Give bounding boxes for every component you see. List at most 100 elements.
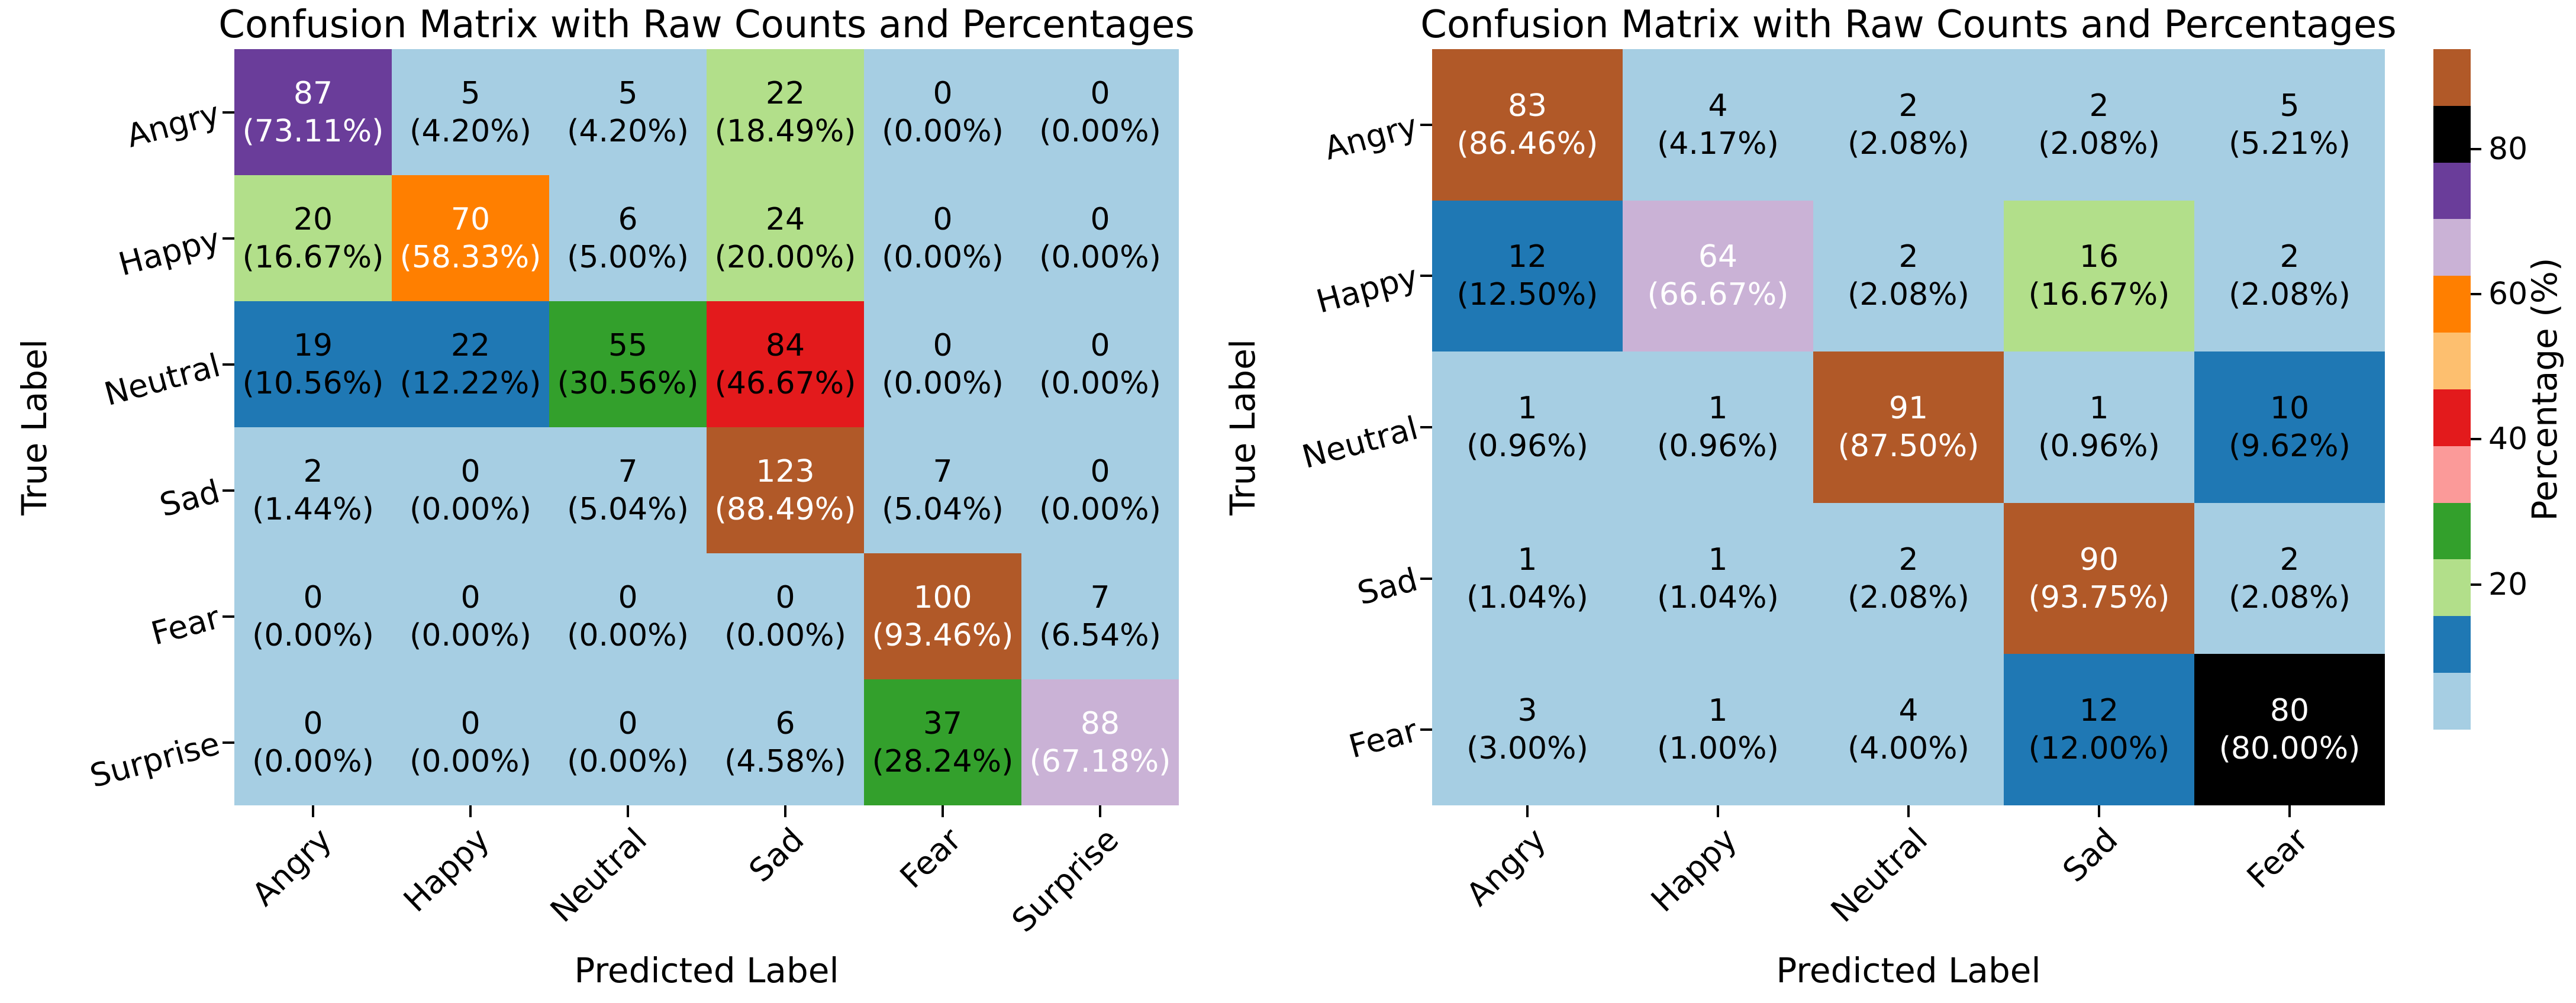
x-tick-label: Neutral [1823, 821, 1935, 930]
cell-count: 0 [460, 705, 481, 741]
cell-count: 100 [913, 579, 972, 615]
cell-percentage: (2.08%) [1848, 277, 1969, 313]
cell-percentage: (0.00%) [1039, 491, 1161, 527]
cell-percentage: (10.56%) [242, 365, 384, 401]
cell-count: 7 [618, 453, 638, 489]
cell-count: 4 [1898, 693, 1919, 729]
y-tick-label: Fear [147, 598, 224, 653]
right-y-axis-label: True Label [1223, 338, 1263, 516]
colorbar-segment [2433, 389, 2471, 446]
matrix-cell: 1 (0.96%) [1623, 351, 1813, 503]
x-tick-label: Happy [396, 821, 496, 920]
x-tick-label: Sad [2055, 821, 2125, 889]
y-tick-label: Neutral [1298, 409, 1422, 476]
x-tick-mark [2098, 805, 2100, 817]
cell-count: 1 [1708, 390, 1728, 426]
y-tick-mark [1420, 728, 1432, 731]
matrix-cell: 123 (88.49%) [707, 427, 864, 553]
right-x-axis-label: Predicted Label [1776, 950, 2041, 991]
matrix-cell: 0 (0.00%) [1021, 49, 1179, 175]
cell-count: 0 [1090, 453, 1110, 489]
cell-percentage: (6.54%) [1039, 617, 1161, 653]
cell-percentage: (5.00%) [567, 239, 689, 275]
cell-count: 0 [303, 705, 323, 741]
matrix-cell: 55 (30.56%) [549, 301, 707, 427]
cell-percentage: (5.04%) [567, 491, 689, 527]
x-tick-mark [2288, 805, 2291, 817]
y-tick-label: Angry [122, 94, 224, 155]
y-tick-mark [223, 363, 234, 366]
cell-percentage: (0.96%) [1466, 428, 1588, 464]
cell-count: 0 [618, 579, 638, 615]
y-tick-label: Happy [1312, 257, 1422, 321]
matrix-cell: 100 (93.46%) [864, 553, 1021, 679]
cell-percentage: (3.00%) [1466, 731, 1588, 767]
cell-count: 6 [775, 705, 795, 741]
matrix-cell: 6 (4.58%) [707, 679, 864, 805]
matrix-cell: 5 (5.21%) [2194, 49, 2385, 201]
cell-percentage: (4.58%) [724, 743, 846, 779]
matrix-cell: 70 (58.33%) [392, 175, 549, 301]
cell-count: 1 [1517, 541, 1537, 578]
cell-count: 0 [460, 579, 481, 615]
cell-percentage: (1.04%) [1657, 579, 1779, 615]
matrix-cell: 1 (0.96%) [1432, 351, 1623, 503]
colorbar-tick-mark [2471, 147, 2481, 150]
cell-count: 1 [1708, 541, 1728, 578]
cell-percentage: (58.33%) [399, 239, 541, 275]
matrix-cell: 3 (3.00%) [1432, 654, 1623, 805]
matrix-cell: 0 (0.00%) [392, 553, 549, 679]
matrix-cell: 91 (87.50%) [1813, 351, 2004, 503]
cell-count: 10 [2269, 390, 2310, 426]
cell-percentage: (9.62%) [2229, 428, 2351, 464]
cell-count: 0 [1090, 327, 1110, 363]
x-tick-label: Neutral [543, 821, 654, 930]
matrix-cell: 22 (18.49%) [707, 49, 864, 175]
cell-percentage: (2.08%) [2229, 277, 2351, 313]
y-tick-label: Sad [1353, 560, 1422, 612]
cell-count: 37 [923, 705, 963, 741]
matrix-cell: 10 (9.62%) [2194, 351, 2385, 503]
matrix-cell: 16 (16.67%) [2004, 200, 2194, 352]
matrix-cell: 5 (4.20%) [549, 49, 707, 175]
cell-percentage: (0.00%) [1039, 239, 1161, 275]
cell-percentage: (4.20%) [567, 113, 689, 149]
left-chart-title: Confusion Matrix with Raw Counts and Per… [218, 3, 1195, 47]
cell-count: 7 [933, 453, 953, 489]
cell-percentage: (88.49%) [714, 491, 856, 527]
colorbar-tick-label: 60 [2488, 276, 2528, 312]
matrix-cell: 1 (1.04%) [1432, 502, 1623, 654]
cell-count: 2 [2089, 88, 2109, 124]
cell-percentage: (0.00%) [724, 617, 846, 653]
cell-count: 90 [2079, 541, 2119, 578]
colorbar [2433, 49, 2471, 730]
x-tick-label: Angry [1459, 821, 1553, 914]
cell-percentage: (2.08%) [2038, 125, 2160, 162]
cell-percentage: (4.17%) [1657, 125, 1779, 162]
left-x-axis-label: Predicted Label [574, 950, 839, 991]
cell-percentage: (0.00%) [410, 743, 531, 779]
matrix-cell: 0 (0.00%) [392, 427, 549, 553]
cell-count: 16 [2079, 239, 2119, 275]
cell-percentage: (46.67%) [714, 365, 856, 401]
cell-count: 2 [1898, 239, 1919, 275]
x-tick-mark [1717, 805, 1719, 817]
cell-percentage: (1.44%) [252, 491, 374, 527]
matrix-cell: 4 (4.17%) [1623, 49, 1813, 201]
cell-count: 22 [765, 75, 805, 111]
cell-percentage: (0.00%) [252, 617, 374, 653]
cell-percentage: (2.08%) [2229, 579, 2351, 615]
x-tick-label: Fear [893, 821, 969, 896]
cell-percentage: (12.22%) [399, 365, 541, 401]
x-tick-mark [627, 805, 629, 817]
matrix-cell: 0 (0.00%) [234, 553, 392, 679]
x-tick-label: Fear [2240, 821, 2316, 896]
colorbar-segment [2433, 162, 2471, 220]
y-tick-label: Angry [1320, 107, 1422, 167]
cell-count: 2 [303, 453, 323, 489]
cell-count: 0 [618, 705, 638, 741]
x-tick-label: Surprise [1005, 821, 1126, 940]
matrix-cell: 0 (0.00%) [864, 175, 1021, 301]
cell-percentage: (0.00%) [1039, 365, 1161, 401]
colorbar-segment [2433, 446, 2471, 503]
